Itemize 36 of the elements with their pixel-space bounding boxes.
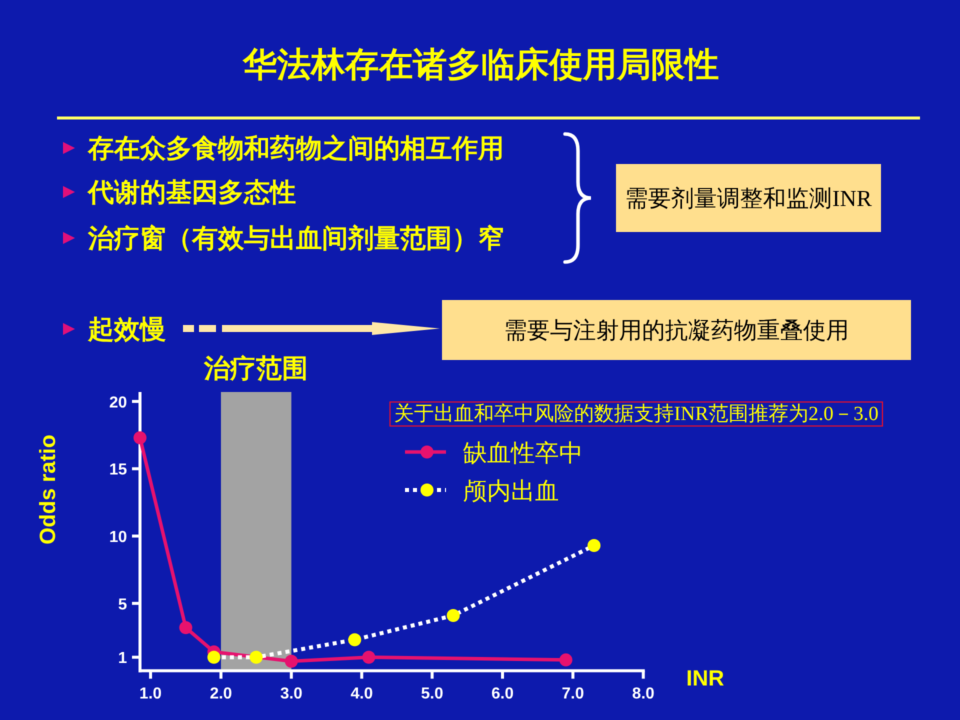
x-tick-label: 3.0 bbox=[280, 686, 303, 703]
x-tick-label: 2.0 bbox=[210, 686, 232, 703]
point bbox=[250, 650, 263, 664]
x-tick-label: 8.0 bbox=[632, 686, 655, 703]
y-tick-label: 10 bbox=[109, 529, 128, 546]
x-tick-label: 5.0 bbox=[421, 686, 444, 703]
y-tick-label: 20 bbox=[109, 394, 128, 412]
text: 治疗窗（有效与出血间剂量范围）窄 bbox=[87, 223, 504, 253]
text: 需要与注射用的抗凝药物重叠使用 bbox=[504, 318, 849, 343]
point bbox=[284, 654, 298, 668]
chart-title: 华法林存在诸多临床使用局限性 bbox=[242, 46, 719, 84]
annotation: 关于出血和卒中风险的数据支持INR范围推荐为2.0－3.0 bbox=[394, 403, 878, 425]
text: 需要剂量调整和监测INR bbox=[625, 186, 872, 211]
point bbox=[134, 431, 146, 444]
x-tick-label: 7.0 bbox=[562, 686, 584, 703]
legend-label: 颅内出血 bbox=[463, 479, 559, 505]
y-tick-label: 5 bbox=[118, 596, 128, 614]
y-tick-label: 1 bbox=[118, 650, 128, 668]
point bbox=[559, 653, 572, 666]
y-axis-title: Odds ratio bbox=[35, 434, 60, 545]
x-tick-label: 4.0 bbox=[350, 686, 373, 703]
point bbox=[446, 609, 460, 622]
point bbox=[588, 538, 601, 552]
point bbox=[348, 633, 362, 646]
point bbox=[362, 650, 376, 664]
text: 存在众多食物和药物之间的相互作用 bbox=[87, 133, 504, 163]
point bbox=[179, 621, 192, 634]
x-axis-title: INR bbox=[686, 666, 724, 691]
band-label: 治疗范围 bbox=[203, 353, 308, 383]
x-tick-label: 1.0 bbox=[139, 686, 162, 703]
x-tick-label: 6.0 bbox=[491, 686, 514, 703]
legend-label: 缺血性卒中 bbox=[463, 440, 583, 467]
point bbox=[207, 650, 220, 664]
text: 代谢的基因多态性 bbox=[87, 177, 296, 207]
y-tick-label: 15 bbox=[109, 462, 128, 479]
text: 起效慢 bbox=[87, 314, 166, 344]
